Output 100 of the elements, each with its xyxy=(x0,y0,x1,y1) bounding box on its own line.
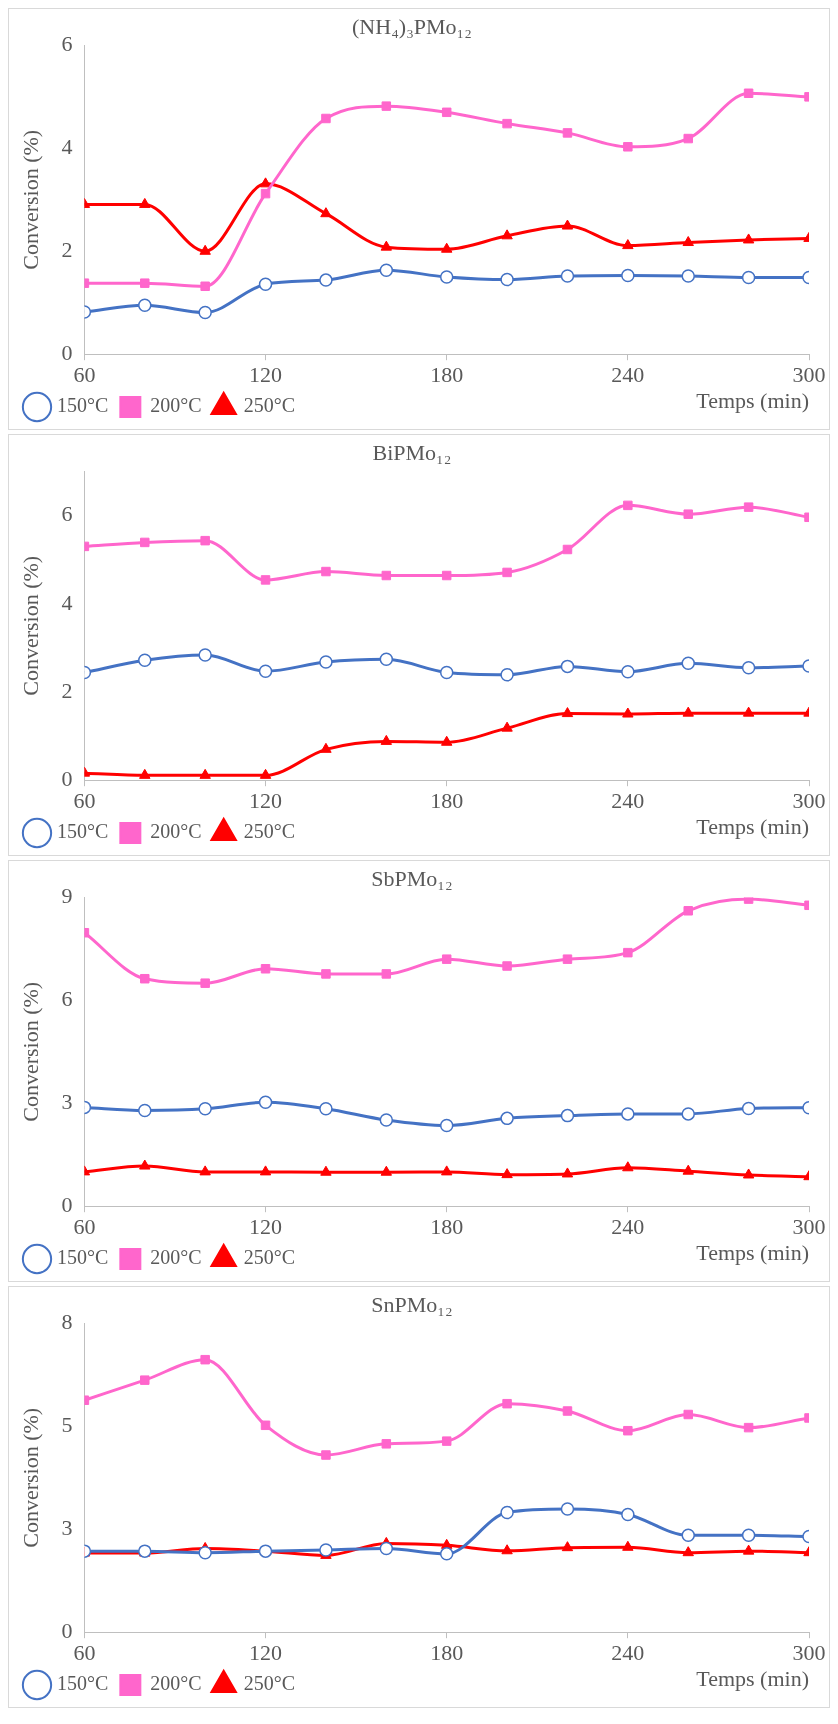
point xyxy=(682,706,694,717)
point xyxy=(379,1113,394,1127)
point xyxy=(379,652,394,667)
point xyxy=(441,735,453,746)
x-axis-title: Temps (min) xyxy=(696,1665,809,1691)
point xyxy=(562,544,573,555)
point xyxy=(560,269,575,283)
x-axis-title: Temps (min) xyxy=(696,813,809,839)
y-tick-label: 2 xyxy=(61,237,73,263)
point xyxy=(200,978,210,988)
x-tick-label: 240 xyxy=(611,1214,645,1240)
point xyxy=(259,768,272,779)
x-tick-label: 300 xyxy=(792,362,826,388)
point xyxy=(622,1540,634,1551)
point xyxy=(622,707,634,718)
point xyxy=(439,1118,454,1133)
point xyxy=(319,1102,333,1116)
point xyxy=(621,664,635,679)
y-tick-label: 9 xyxy=(61,883,73,909)
y-tick-label: 5 xyxy=(61,1412,73,1438)
point xyxy=(562,954,573,964)
point xyxy=(623,947,633,958)
x-tick-label: 180 xyxy=(430,1640,464,1666)
point xyxy=(199,1165,211,1176)
point xyxy=(379,263,394,278)
point xyxy=(139,768,151,779)
point xyxy=(562,128,573,138)
point xyxy=(743,88,754,99)
point xyxy=(562,1406,573,1416)
y-tick-label: 3 xyxy=(61,1089,73,1115)
point xyxy=(501,1544,513,1555)
y-tick-label: 0 xyxy=(61,765,73,791)
point xyxy=(441,1165,453,1176)
point xyxy=(199,768,211,779)
point xyxy=(502,1398,512,1409)
point xyxy=(621,268,635,283)
point xyxy=(742,1168,755,1179)
point xyxy=(502,567,512,578)
legend-label: 200°C xyxy=(150,394,202,417)
y-tick-label: 0 xyxy=(61,1191,73,1217)
x-tick-label: 120 xyxy=(249,1640,283,1666)
point xyxy=(501,721,513,732)
point xyxy=(321,113,331,124)
point xyxy=(138,298,152,313)
x-tick-label: 60 xyxy=(73,362,96,388)
legend-label: 200°C xyxy=(150,1246,202,1269)
point xyxy=(743,1422,754,1433)
x-tick-label: 120 xyxy=(249,1214,283,1240)
point xyxy=(560,659,575,674)
point xyxy=(140,537,150,548)
point xyxy=(441,1538,453,1549)
point xyxy=(500,668,514,682)
point xyxy=(381,101,392,111)
point xyxy=(441,242,453,253)
point xyxy=(321,1450,331,1460)
y-axis-title: Conversion (%) xyxy=(17,1407,43,1548)
point xyxy=(561,707,574,718)
point xyxy=(500,1111,514,1126)
y-tick-label: 4 xyxy=(61,589,73,615)
x-tick-label: 180 xyxy=(430,1214,464,1240)
point xyxy=(140,973,150,984)
y-tick-label: 6 xyxy=(61,986,73,1012)
point xyxy=(622,239,634,250)
point xyxy=(683,906,693,916)
point xyxy=(561,1167,574,1178)
point xyxy=(560,1108,575,1123)
point xyxy=(138,653,152,667)
point xyxy=(622,1161,634,1172)
point xyxy=(741,1101,756,1116)
point xyxy=(439,1547,454,1561)
point xyxy=(200,1354,210,1365)
point xyxy=(381,969,392,979)
point xyxy=(742,233,755,244)
point xyxy=(439,665,454,680)
legend-label: 200°C xyxy=(150,820,202,843)
point xyxy=(682,1546,694,1557)
point xyxy=(319,655,333,669)
legend-label: 150°C xyxy=(57,394,109,417)
point xyxy=(502,118,512,129)
x-tick-label: 240 xyxy=(611,362,645,388)
point xyxy=(742,1544,755,1555)
y-tick-label: 6 xyxy=(61,501,73,527)
x-tick-label: 240 xyxy=(611,1640,645,1666)
point xyxy=(140,1375,150,1385)
point xyxy=(381,1439,392,1449)
point xyxy=(259,1165,272,1176)
x-axis-title: Temps (min) xyxy=(696,1239,809,1265)
point xyxy=(681,269,695,283)
x-tick-label: 60 xyxy=(73,1214,96,1240)
point xyxy=(200,535,210,546)
point xyxy=(501,229,513,240)
point xyxy=(501,1168,513,1179)
point xyxy=(320,742,332,753)
point xyxy=(139,197,151,208)
point xyxy=(441,954,452,964)
point xyxy=(561,219,574,230)
legend-label: 250°C xyxy=(243,820,296,843)
x-tick-label: 120 xyxy=(249,362,283,388)
chart-title: SnPMo₁₂ xyxy=(371,1291,453,1317)
point xyxy=(140,278,150,288)
